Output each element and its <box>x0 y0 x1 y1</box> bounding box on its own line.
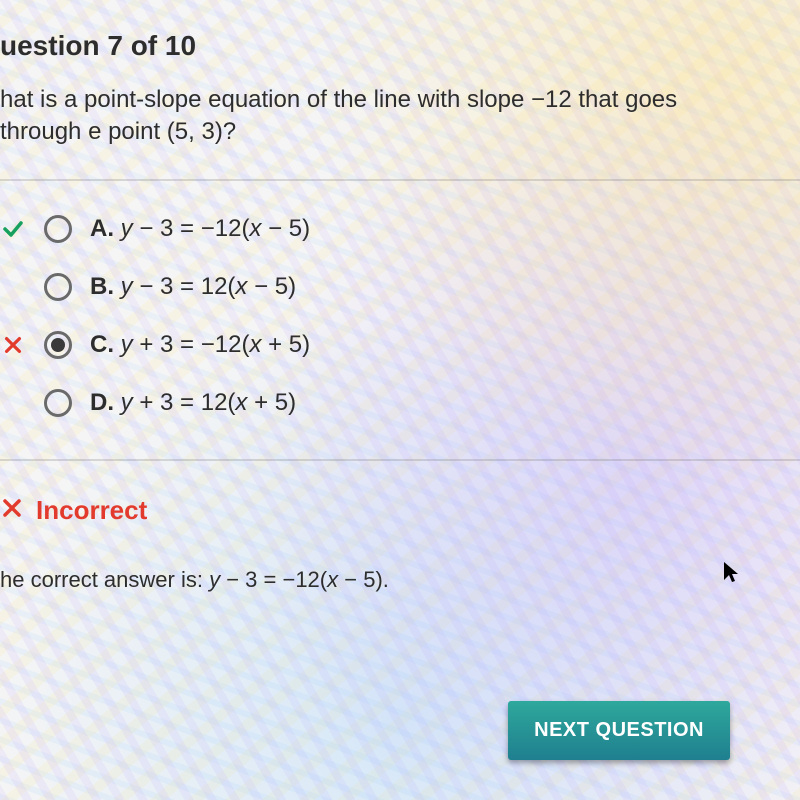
question-text: hat is a point-slope equation of the lin… <box>0 84 800 149</box>
option-label: B. y − 3 = 12(x − 5) <box>90 273 296 301</box>
feedback-status: Incorrect <box>0 495 800 527</box>
mark-spacer <box>0 390 26 416</box>
feedback: Incorrect he correct answer is: y − 3 = … <box>0 495 800 593</box>
feedback-explanation: he correct answer is: y − 3 = −12(x − 5)… <box>0 567 800 593</box>
radio-dot-icon <box>51 338 65 352</box>
mark-spacer <box>0 274 26 300</box>
radio-icon[interactable] <box>44 389 72 417</box>
check-icon <box>0 216 26 242</box>
option-label: C. y + 3 = −12(x + 5) <box>90 331 310 359</box>
radio-icon[interactable] <box>44 273 72 301</box>
next-question-button[interactable]: NEXT QUESTION <box>508 701 730 760</box>
option-c[interactable]: C. y + 3 = −12(x + 5) <box>0 331 800 359</box>
option-label: D. y + 3 = 12(x + 5) <box>90 389 296 417</box>
option-b[interactable]: B. y − 3 = 12(x − 5) <box>0 273 800 301</box>
radio-icon[interactable] <box>44 215 72 243</box>
options-list: A. y − 3 = −12(x − 5) B. y − 3 = 12(x − … <box>0 215 800 417</box>
x-icon <box>0 332 26 358</box>
quiz-content: uestion 7 of 10 hat is a point-slope equ… <box>0 0 800 593</box>
x-icon <box>0 495 24 527</box>
cursor-icon <box>722 560 740 590</box>
question-counter: uestion 7 of 10 <box>0 30 800 62</box>
option-a[interactable]: A. y − 3 = −12(x − 5) <box>0 215 800 243</box>
radio-icon[interactable] <box>44 331 72 359</box>
divider-bottom <box>0 459 800 461</box>
divider-top <box>0 179 800 181</box>
option-d[interactable]: D. y + 3 = 12(x + 5) <box>0 389 800 417</box>
option-label: A. y − 3 = −12(x − 5) <box>90 215 310 243</box>
